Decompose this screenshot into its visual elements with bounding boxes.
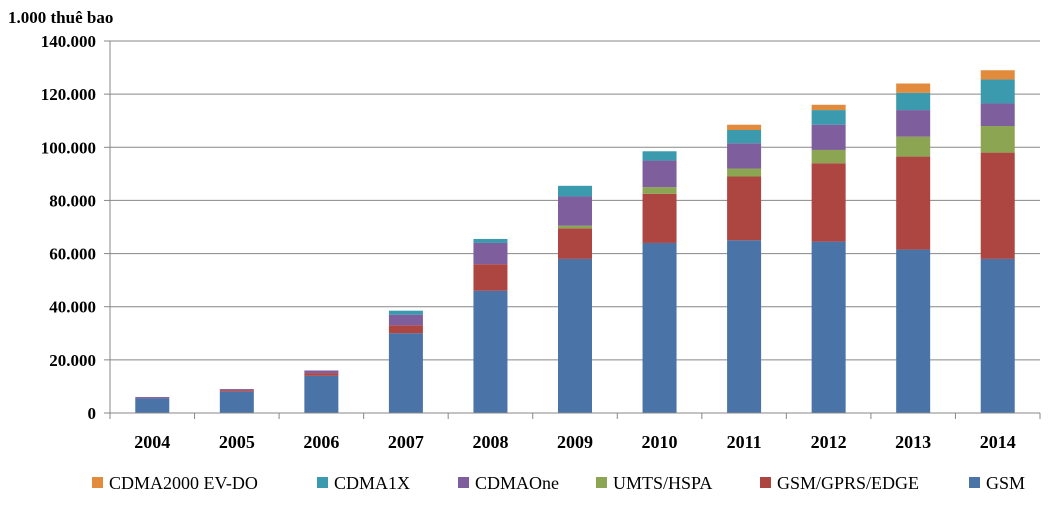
bar-segment	[727, 124, 762, 131]
legend-label: CDMA2000 EV-DO	[109, 473, 258, 493]
x-tick-label: 2004	[134, 432, 170, 452]
y-tick-labels: 0 20.000 40.000 60.000 80.000 100.000 120.000 1…	[41, 32, 96, 423]
bar-segment	[558, 196, 592, 226]
x-tick-label: 2012	[811, 432, 847, 452]
legend-swatch	[760, 477, 771, 488]
bar-segment	[388, 310, 423, 315]
bar-segment	[304, 373, 339, 376]
axes	[109, 41, 1041, 419]
bar-segment	[473, 264, 508, 291]
bar-segment	[727, 240, 762, 413]
bar-segment	[558, 258, 592, 413]
bar-segment	[727, 143, 762, 169]
bar-segment	[558, 228, 592, 259]
x-tick-label: 2006	[303, 432, 339, 452]
bar-segment	[642, 160, 677, 188]
bar-segment	[219, 391, 254, 413]
bar-segment	[388, 325, 423, 334]
legend-swatch	[92, 477, 103, 488]
bar-segment	[558, 185, 592, 197]
x-tick-label: 2014	[980, 432, 1016, 452]
bar-segment	[642, 193, 677, 243]
bar-segment	[304, 375, 339, 413]
bar-segment	[896, 136, 931, 157]
bar-segment	[473, 242, 508, 265]
bar-segment	[727, 168, 762, 177]
legend: CDMA2000 EV-DO CDMA1X CDMAOne UMTS/HSPA GSM/…	[92, 473, 1025, 493]
legend-item: UMTS/HSPA	[596, 473, 712, 493]
bar-segment	[980, 103, 1015, 127]
y-tick-label: 100.000	[41, 138, 96, 157]
bar-segment	[388, 314, 423, 326]
bar-segment	[811, 163, 846, 242]
x-tick-label: 2008	[472, 432, 508, 452]
x-tick-label: 2009	[557, 432, 593, 452]
bar-segment	[473, 238, 508, 243]
bar-segment	[642, 151, 677, 161]
bar-segment	[558, 225, 592, 229]
legend-label: UMTS/HSPA	[613, 473, 712, 493]
legend-swatch	[317, 477, 328, 488]
y-tick-label: 80.000	[49, 191, 96, 210]
y-tick-label: 60.000	[49, 245, 96, 264]
x-tick-labels: 2004 2005 2006 2007 2008 2009 2010 2011 2012 2013…	[134, 432, 1015, 452]
bar-segment	[980, 79, 1015, 104]
bar-segment	[135, 397, 170, 399]
y-tick-label: 20.000	[49, 351, 96, 370]
y-tick-label: 120.000	[41, 85, 96, 104]
legend-item: CDMAOne	[458, 473, 559, 493]
legend-swatch	[969, 477, 980, 488]
bar-segment	[219, 390, 254, 392]
bar-segment	[304, 370, 339, 374]
bar-segment	[811, 124, 846, 150]
bar-segment	[896, 92, 931, 111]
bar-segment	[642, 187, 677, 194]
y-tick-label: 140.000	[41, 32, 96, 51]
bar-segment	[896, 83, 931, 93]
bar-segment	[811, 104, 846, 111]
bar-segment	[473, 290, 508, 413]
bars	[135, 70, 1015, 413]
bar-segment	[896, 249, 931, 413]
bar-segment	[980, 152, 1015, 259]
bar-segment	[135, 398, 170, 413]
bar-segment	[811, 149, 846, 164]
bar-segment	[980, 70, 1015, 80]
bar-segment	[727, 130, 762, 144]
bar-segment	[811, 110, 846, 125]
legend-item: GSM	[969, 473, 1025, 493]
legend-swatch	[596, 477, 607, 488]
x-tick-label: 2010	[642, 432, 678, 452]
legend-label: GSM	[986, 473, 1025, 493]
legend-label: CDMAOne	[475, 473, 559, 493]
bar-segment	[980, 258, 1015, 413]
bar-segment	[388, 333, 423, 413]
bar-segment	[219, 389, 254, 391]
legend-label: CDMA1X	[334, 473, 410, 493]
bar-segment	[811, 241, 846, 413]
x-tick-label: 2005	[219, 432, 255, 452]
bar-segment	[896, 110, 931, 137]
y-tick-label: 40.000	[49, 298, 96, 317]
x-tick-label: 2007	[388, 432, 424, 452]
bar-segment	[642, 242, 677, 413]
bar-segment	[727, 176, 762, 241]
x-tick-label: 2011	[727, 432, 762, 452]
legend-item: GSM/GPRS/EDGE	[760, 473, 919, 493]
y-tick-label: 0	[88, 404, 97, 423]
bar-segment	[896, 156, 931, 250]
legend-swatch	[458, 477, 469, 488]
legend-item: CDMA1X	[317, 473, 410, 493]
legend-item: CDMA2000 EV-DO	[92, 473, 258, 493]
x-tick-label: 2013	[895, 432, 931, 452]
bar-segment	[980, 126, 1015, 153]
y-axis-unit-label: 1.000 thuê bao	[8, 8, 113, 27]
legend-label: GSM/GPRS/EDGE	[777, 473, 919, 493]
